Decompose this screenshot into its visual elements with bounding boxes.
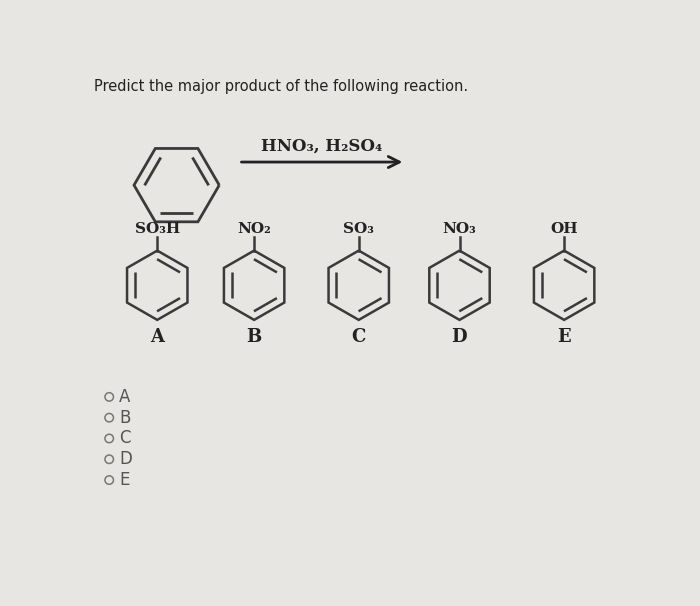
Text: NO₃: NO₃ bbox=[442, 222, 477, 236]
Text: B: B bbox=[119, 408, 131, 427]
Text: D: D bbox=[119, 450, 132, 468]
Text: C: C bbox=[119, 430, 131, 447]
Text: OH: OH bbox=[550, 222, 578, 236]
Text: NO₂: NO₂ bbox=[237, 222, 271, 236]
Text: A: A bbox=[119, 388, 131, 406]
Text: D: D bbox=[452, 328, 468, 345]
Text: C: C bbox=[351, 328, 366, 345]
Text: SO₃H: SO₃H bbox=[134, 222, 180, 236]
Text: E: E bbox=[557, 328, 571, 345]
Text: B: B bbox=[246, 328, 262, 345]
Text: HNO₃, H₂SO₄: HNO₃, H₂SO₄ bbox=[261, 138, 383, 155]
Text: A: A bbox=[150, 328, 164, 345]
Text: E: E bbox=[119, 471, 130, 489]
Text: SO₃: SO₃ bbox=[343, 222, 374, 236]
Text: Predict the major product of the following reaction.: Predict the major product of the followi… bbox=[94, 79, 468, 94]
